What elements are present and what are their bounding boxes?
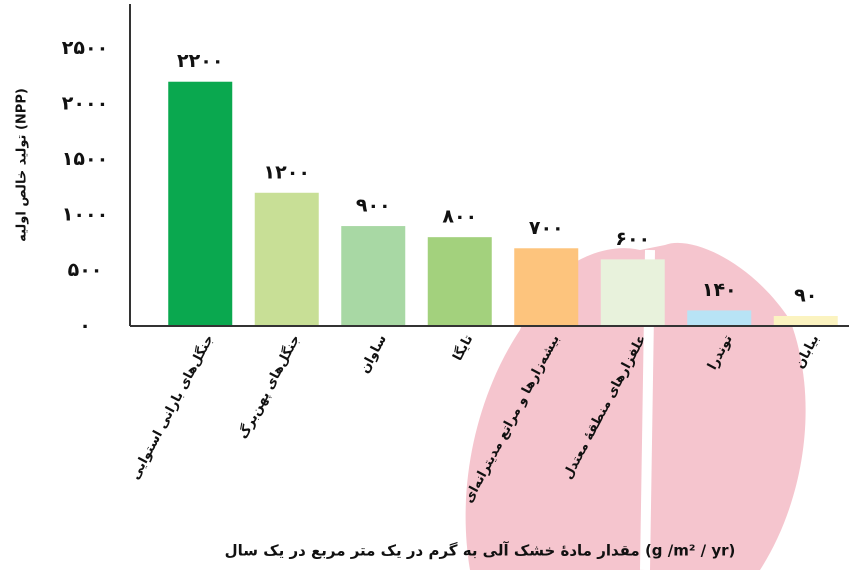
value-label: ۶۰۰	[615, 228, 650, 250]
value-label: ۹۰	[794, 285, 817, 307]
y-tick-label: ۱۵۰۰	[62, 148, 108, 170]
y-tick-label: ۵۰۰	[68, 259, 103, 281]
x-tick-label: تایگا	[450, 332, 477, 363]
y-tick-label: ۲۵۰۰	[62, 37, 108, 59]
x-tick-label: جنگل‌های بارانی استوایی	[127, 332, 217, 482]
value-label: ۱۴۰	[702, 279, 737, 301]
bar	[168, 81, 233, 326]
value-label: ۷۰۰	[529, 217, 564, 239]
bar	[341, 226, 406, 326]
y-tick-label: ۲۰۰۰	[62, 92, 108, 114]
x-axis-label: مقدار مادهٔ خشک آلی به گرم در یک متر مرب…	[225, 542, 736, 560]
x-tick-label: جنگل‌های پهن‌برگ	[234, 332, 303, 442]
bar	[687, 310, 752, 326]
value-label: ۲۲۰۰	[177, 50, 223, 72]
bar	[514, 248, 579, 326]
value-label: ۹۰۰	[356, 195, 391, 217]
x-tick-label: ساوان	[357, 332, 390, 376]
y-axis-label: تولید خالص اولیه (NPP)	[15, 88, 30, 242]
bar	[254, 192, 319, 326]
value-label: ۱۲۰۰	[264, 161, 310, 183]
bar	[600, 259, 665, 326]
bar	[427, 237, 492, 326]
value-label: ۸۰۰	[442, 206, 477, 228]
y-tick-label: ۰	[79, 315, 91, 337]
bar	[773, 316, 838, 326]
y-tick-label: ۱۰۰۰	[62, 203, 108, 225]
